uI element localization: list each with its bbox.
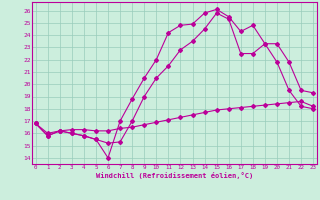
- X-axis label: Windchill (Refroidissement éolien,°C): Windchill (Refroidissement éolien,°C): [96, 172, 253, 179]
